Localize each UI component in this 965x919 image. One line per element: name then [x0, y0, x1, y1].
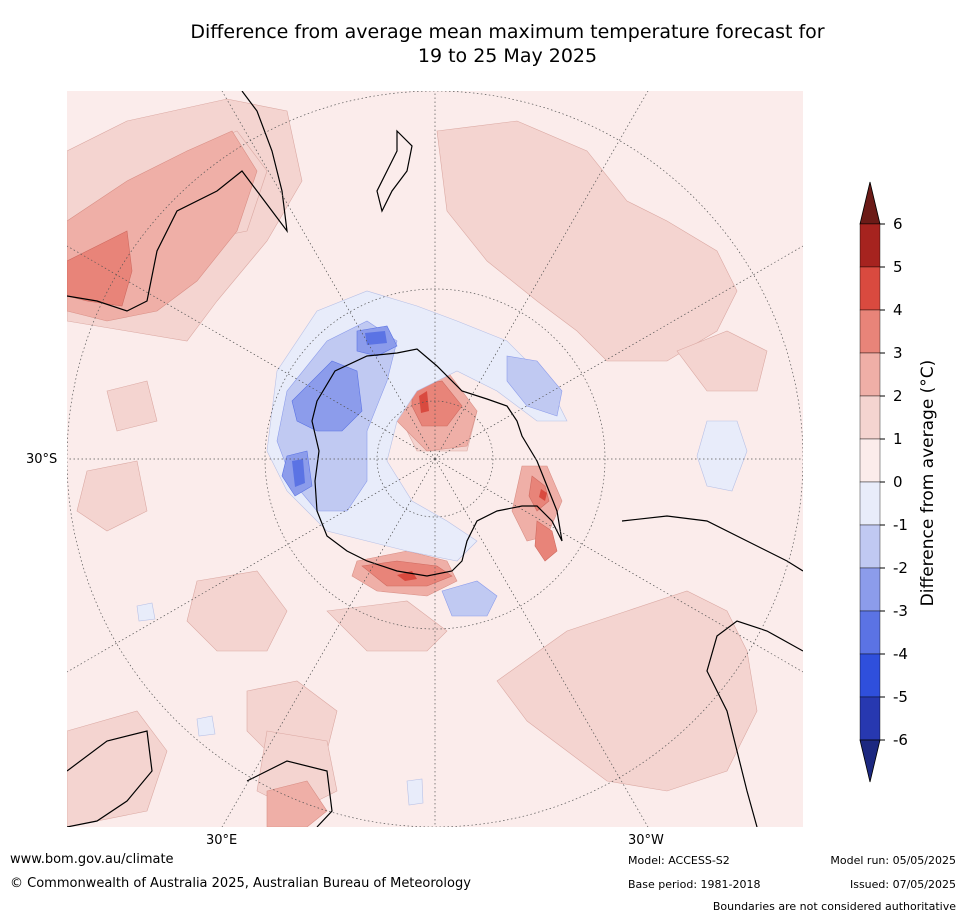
latitude-label-30s: 30°S: [26, 452, 58, 467]
longitude-label-30w: 30°W: [628, 833, 664, 848]
latitude-circles: [67, 91, 803, 827]
temperature-anomaly-map: [67, 91, 803, 827]
africa-coastline: [67, 730, 333, 827]
footer-copyright: © Commonwealth of Australia 2025, Austra…: [10, 876, 471, 891]
footer-model: Model: ACCESS-S2: [628, 854, 730, 867]
colorbar-tick-label: -5: [893, 688, 908, 706]
colorbar-bin: [859, 524, 881, 569]
colorbar-bin: [859, 223, 881, 268]
colorbar-upper-extend: [859, 181, 881, 225]
colorbar-tick-label: -4: [893, 645, 908, 663]
footer-website: www.bom.gov.au/climate: [10, 852, 174, 867]
colorbar-bin: [859, 352, 881, 397]
footer-base-period: Base period: 1981-2018: [628, 878, 761, 891]
colorbar-tick-label: 5: [893, 258, 903, 276]
colorbar-tick-label: 0: [893, 473, 903, 491]
south-america-coastline: [621, 515, 803, 827]
australia-coastline: [67, 91, 288, 312]
colorbar-tick-label: -6: [893, 731, 908, 749]
antarctica-coastline: [311, 348, 563, 577]
colorbar-ticks: [880, 223, 885, 741]
colorbar-bin: [859, 266, 881, 311]
colorbar-tick-label: 4: [893, 301, 903, 319]
footer-issued: Issued: 07/05/2025: [849, 878, 956, 891]
colorbar-tick-label: -3: [893, 602, 908, 620]
colorbar-bin: [859, 395, 881, 440]
colorbar-bins: [859, 223, 881, 741]
colorbar: 6 5 4 3 2 1 0 -1 -2 -3 -4 -5 -6: [850, 180, 960, 790]
colorbar-title: Difference from average (°C): [918, 359, 938, 607]
colorbar-bin: [859, 309, 881, 354]
colorbar-bin: [859, 653, 881, 698]
colorbar-tick-label: 2: [893, 387, 903, 405]
colorbar-bin: [859, 481, 881, 526]
colorbar-tick-label: 3: [893, 344, 903, 362]
colorbar-bin: [859, 567, 881, 612]
footer-model-run: Model run: 05/05/2025: [830, 854, 956, 867]
colorbar-lower-extend: [859, 739, 881, 783]
longitude-label-30e: 30°E: [206, 833, 238, 848]
colorbar-bin: [859, 438, 881, 483]
colorbar-tick-label: 1: [893, 430, 903, 448]
new-zealand-coastline: [376, 129, 413, 213]
footer-disclaimer: Boundaries are not considered authoritat…: [712, 900, 956, 913]
colorbar-tick-label: -1: [893, 516, 908, 534]
colorbar-svg: [859, 181, 885, 783]
colorbar-tick-label: 6: [893, 215, 903, 233]
map-title: Difference from average mean maximum tem…: [60, 20, 955, 68]
colorbar-bin: [859, 610, 881, 655]
title-line-1: Difference from average mean maximum tem…: [190, 21, 825, 43]
map-svg: [67, 91, 803, 827]
anomaly-minus4-regions: [292, 331, 387, 487]
colorbar-bin: [859, 696, 881, 741]
longitude-lines: [67, 91, 803, 827]
colorbar-tick-label: -2: [893, 559, 908, 577]
title-line-2: 19 to 25 May 2025: [417, 45, 598, 67]
